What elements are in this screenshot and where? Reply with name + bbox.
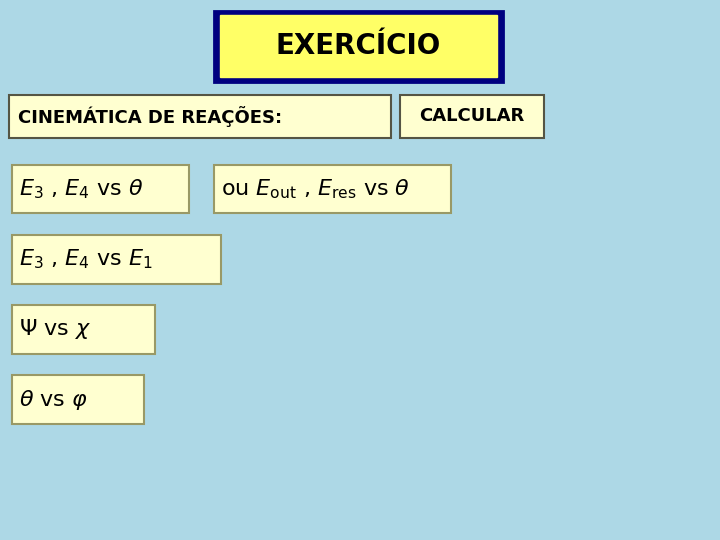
Bar: [400, 94, 544, 138]
Text: $E_3$ , $E_4$ vs $E_1$: $E_3$ , $E_4$ vs $E_1$: [19, 247, 153, 271]
Bar: [12, 235, 221, 284]
Text: $\Psi$ vs $\chi$: $\Psi$ vs $\chi$: [19, 318, 91, 341]
Text: $E_3$ , $E_4$ vs $\theta$: $E_3$ , $E_4$ vs $\theta$: [19, 177, 144, 201]
Text: CALCULAR: CALCULAR: [419, 107, 524, 125]
Text: ou $E_{\rm out}$ , $E_{\rm res}$ vs $\theta$: ou $E_{\rm out}$ , $E_{\rm res}$ vs $\th…: [221, 177, 410, 201]
Bar: [12, 375, 144, 424]
Text: $\theta$ vs $\varphi$: $\theta$ vs $\varphi$: [19, 388, 89, 411]
Bar: [12, 165, 189, 213]
Bar: [12, 305, 155, 354]
Bar: [214, 165, 451, 213]
Bar: [220, 15, 497, 77]
Bar: [214, 11, 503, 82]
Text: EXERCÍCIO: EXERCÍCIO: [276, 32, 441, 60]
Bar: [9, 94, 391, 138]
Text: CINEMÁTICA DE REAÇÕES:: CINEMÁTICA DE REAÇÕES:: [18, 106, 282, 126]
